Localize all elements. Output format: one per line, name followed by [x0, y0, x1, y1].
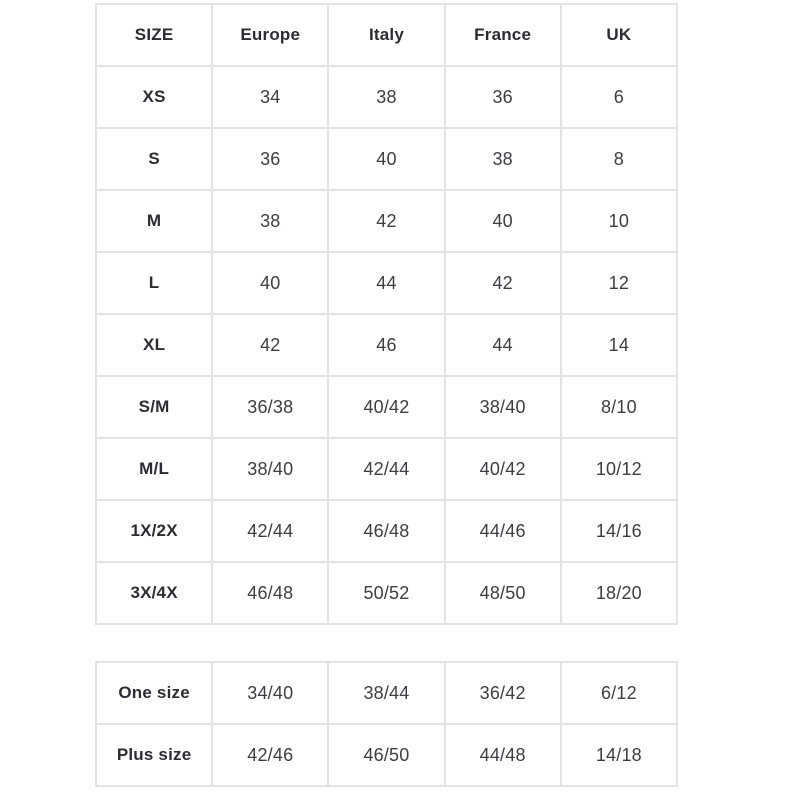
value-cell: 44 — [443, 313, 562, 377]
row-label-cell: L — [94, 251, 214, 315]
value-cell: 40/42 — [327, 375, 446, 439]
row-label-cell: S/M — [94, 375, 214, 439]
row-label-cell: One size — [94, 661, 214, 725]
table-row-l: L 40 44 42 12 — [94, 251, 679, 315]
header-row: SIZE Europe Italy France UK — [94, 3, 679, 67]
value-cell: 42 — [327, 189, 446, 253]
value-cell: 36 — [443, 65, 562, 129]
value-cell: 38 — [211, 189, 330, 253]
value-cell: 36/42 — [443, 661, 562, 725]
tables-wrap: SIZE Europe Italy France UK XS 34 38 36 … — [94, 3, 679, 787]
value-cell: 36 — [211, 127, 330, 191]
value-cell: 42/44 — [211, 499, 330, 563]
table-row-xs: XS 34 38 36 6 — [94, 65, 679, 129]
row-label-cell: Plus size — [94, 723, 214, 787]
value-cell: 38/40 — [211, 437, 330, 501]
value-cell: 6/12 — [559, 661, 679, 725]
special-sizes-table: One size 34/40 38/44 36/42 6/12 Plus siz… — [94, 661, 679, 787]
value-cell: 48/50 — [443, 561, 562, 625]
value-cell: 40 — [211, 251, 330, 315]
value-cell: 40 — [443, 189, 562, 253]
value-cell: 40/42 — [443, 437, 562, 501]
header-cell-france: France — [443, 3, 562, 67]
value-cell: 8 — [559, 127, 679, 191]
value-cell: 46/48 — [211, 561, 330, 625]
value-cell: 42 — [211, 313, 330, 377]
value-cell: 44 — [327, 251, 446, 315]
value-cell: 6 — [559, 65, 679, 129]
value-cell: 34/40 — [211, 661, 330, 725]
value-cell: 14 — [559, 313, 679, 377]
header-cell-europe: Europe — [211, 3, 330, 67]
value-cell: 42/46 — [211, 723, 330, 787]
size-conversion-table: SIZE Europe Italy France UK XS 34 38 36 … — [94, 3, 679, 625]
table-row-xl: XL 42 46 44 14 — [94, 313, 679, 377]
value-cell: 14/18 — [559, 723, 679, 787]
table-row-one-size: One size 34/40 38/44 36/42 6/12 — [94, 661, 679, 725]
value-cell: 44/48 — [443, 723, 562, 787]
value-cell: 38 — [327, 65, 446, 129]
value-cell: 46/48 — [327, 499, 446, 563]
header-cell-italy: Italy — [327, 3, 446, 67]
row-label-cell: 3X/4X — [94, 561, 214, 625]
value-cell: 38 — [443, 127, 562, 191]
value-cell: 8/10 — [559, 375, 679, 439]
table-row-3x4x: 3X/4X 46/48 50/52 48/50 18/20 — [94, 561, 679, 625]
value-cell: 10 — [559, 189, 679, 253]
value-cell: 50/52 — [327, 561, 446, 625]
row-label-cell: XL — [94, 313, 214, 377]
table-row-1x2x: 1X/2X 42/44 46/48 44/46 14/16 — [94, 499, 679, 563]
row-label-cell: XS — [94, 65, 214, 129]
table-row-m: M 38 42 40 10 — [94, 189, 679, 253]
value-cell: 34 — [211, 65, 330, 129]
value-cell: 42/44 — [327, 437, 446, 501]
value-cell: 38/44 — [327, 661, 446, 725]
row-label-cell: M — [94, 189, 214, 253]
header-cell-uk: UK — [559, 3, 679, 67]
header-cell-size: SIZE — [94, 3, 214, 67]
value-cell: 38/40 — [443, 375, 562, 439]
value-cell: 12 — [559, 251, 679, 315]
row-label-cell: 1X/2X — [94, 499, 214, 563]
value-cell: 46 — [327, 313, 446, 377]
row-label-cell: M/L — [94, 437, 214, 501]
value-cell: 46/50 — [327, 723, 446, 787]
value-cell: 36/38 — [211, 375, 330, 439]
value-cell: 18/20 — [559, 561, 679, 625]
row-label-cell: S — [94, 127, 214, 191]
table-row-s: S 36 40 38 8 — [94, 127, 679, 191]
table-row-plus-size: Plus size 42/46 46/50 44/48 14/18 — [94, 723, 679, 787]
value-cell: 14/16 — [559, 499, 679, 563]
value-cell: 10/12 — [559, 437, 679, 501]
value-cell: 42 — [443, 251, 562, 315]
value-cell: 40 — [327, 127, 446, 191]
table-row-sm: S/M 36/38 40/42 38/40 8/10 — [94, 375, 679, 439]
table-row-ml: M/L 38/40 42/44 40/42 10/12 — [94, 437, 679, 501]
value-cell: 44/46 — [443, 499, 562, 563]
